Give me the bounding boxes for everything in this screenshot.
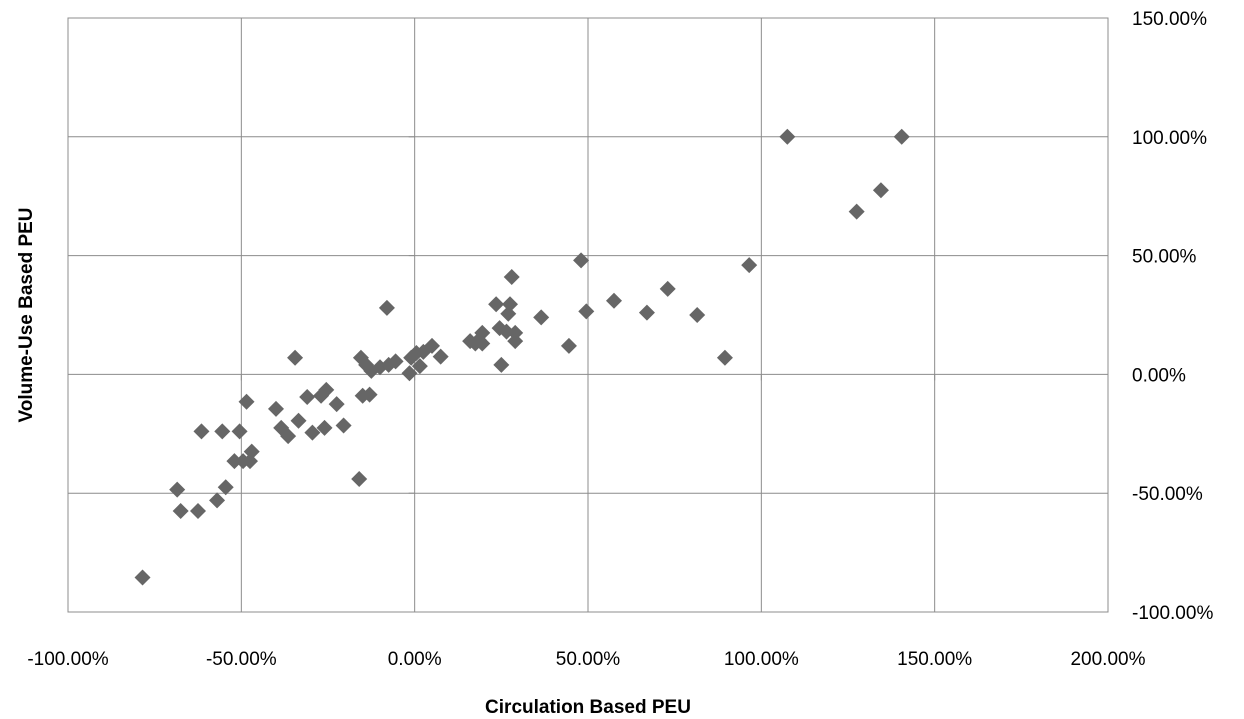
data-point <box>193 423 210 440</box>
data-point <box>351 470 368 487</box>
y-tick-label: 100.00% <box>1132 128 1207 149</box>
data-point <box>304 424 321 441</box>
data-point <box>606 292 622 309</box>
data-point <box>226 453 243 470</box>
x-tick-label: -50.00% <box>206 649 277 670</box>
data-point <box>507 333 524 350</box>
data-point <box>474 335 491 352</box>
data-point <box>503 268 520 285</box>
data-point <box>231 423 248 440</box>
data-point <box>217 479 234 496</box>
data-point <box>238 393 255 410</box>
y-tick-label: -100.00% <box>1132 603 1213 624</box>
x-tick-label: 100.00% <box>724 649 799 670</box>
y-tick-label: 150.00% <box>1132 9 1207 30</box>
data-point <box>361 386 378 403</box>
x-tick-label: -100.00% <box>27 649 108 670</box>
data-point <box>741 257 758 274</box>
data-point <box>401 365 418 382</box>
x-tick-label: 50.00% <box>556 649 621 670</box>
data-point <box>268 400 284 417</box>
data-point <box>335 417 352 434</box>
x-tick-label: 0.00% <box>388 649 442 670</box>
data-point <box>190 503 206 520</box>
data-point <box>316 419 333 436</box>
y-tick-labels: -100.00% -50.00% 0.00% 50.00% 100.00% 150.00% <box>1132 9 1213 624</box>
data-point <box>243 443 260 460</box>
data-point <box>779 128 796 145</box>
x-tick-label: 200.00% <box>1070 649 1145 670</box>
data-point <box>378 299 395 316</box>
data-point <box>411 358 428 375</box>
data-point <box>500 305 517 322</box>
data-point <box>638 304 655 321</box>
data-point <box>387 353 404 370</box>
y-tick-label: 50.00% <box>1132 247 1197 268</box>
data-point <box>287 349 304 366</box>
data-point <box>872 182 889 199</box>
data-point <box>507 324 524 341</box>
data-point <box>474 324 491 341</box>
data-point <box>659 280 676 297</box>
gridlines <box>68 17 1108 613</box>
data-point <box>172 503 189 520</box>
data-point <box>318 381 335 398</box>
y-tick-label: -50.00% <box>1132 484 1203 505</box>
data-point <box>493 356 510 373</box>
x-axis-title: Circulation Based PEU <box>485 697 691 718</box>
data-point <box>214 423 231 440</box>
data-point <box>488 296 505 313</box>
data-point <box>689 307 706 323</box>
data-point <box>328 396 345 413</box>
x-tick-labels: -100.00% -50.00% 0.00% 50.00% 100.00% 150.00%… <box>27 649 1145 670</box>
data-point <box>299 388 316 405</box>
x-tick-label: 150.00% <box>897 649 972 670</box>
data-point <box>848 203 865 220</box>
data-point <box>209 492 226 509</box>
data-points <box>134 128 910 586</box>
data-point <box>560 337 577 354</box>
data-point <box>290 412 307 429</box>
y-axis-title: Volume-Use Based PEU <box>16 207 37 422</box>
data-point <box>716 349 733 366</box>
data-point <box>432 348 449 365</box>
y-tick-label: 0.00% <box>1132 365 1186 386</box>
data-point <box>573 252 590 269</box>
data-point <box>134 569 151 586</box>
data-point <box>169 481 186 498</box>
data-point <box>533 309 550 326</box>
data-point <box>578 303 595 320</box>
data-point <box>280 428 297 445</box>
data-point <box>424 337 440 354</box>
data-point <box>893 128 910 145</box>
